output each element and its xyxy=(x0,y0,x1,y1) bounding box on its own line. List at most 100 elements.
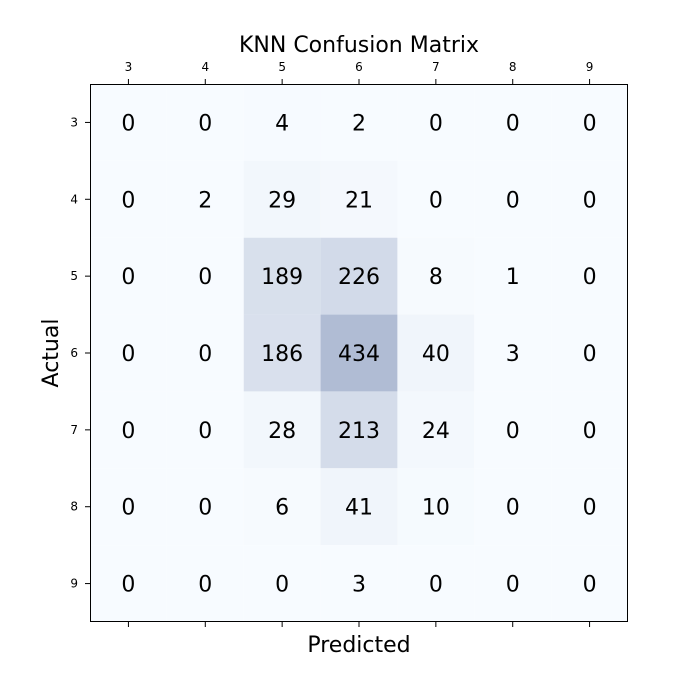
cell-value-r3-c2: 186 xyxy=(261,342,303,367)
heatmap-cell-r5-c4 xyxy=(397,468,475,546)
cell-value-r4-c6: 0 xyxy=(583,419,597,444)
cell-value-r6-c1: 0 xyxy=(198,573,212,598)
cell-value-r5-c1: 0 xyxy=(198,496,212,521)
x-tick-label-4: 4 xyxy=(201,60,209,74)
heatmap-cell-r2-c6 xyxy=(551,237,628,315)
heatmap-cell-r6-c4 xyxy=(397,545,475,622)
cell-value-r2-c1: 0 xyxy=(198,265,212,290)
cell-value-r1-c0: 0 xyxy=(121,188,135,213)
cell-value-labels: 0 0 4 2 0 0 00 2 29 21 0 0 00 0 189 226 8 1 00 0 186 434 40 3 00… xyxy=(121,111,596,597)
cell-value-r6-c0: 0 xyxy=(121,573,135,598)
cell-value-r3-c6: 0 xyxy=(583,342,597,367)
cell-value-r1-c4: 0 xyxy=(429,188,443,213)
heatmap-cell-r0-c1 xyxy=(166,84,244,161)
y-tick-label-5: 5 xyxy=(70,269,78,283)
heatmap-cell-r4-c2 xyxy=(243,391,321,469)
cell-value-r5-c4: 10 xyxy=(422,496,450,521)
cell-value-r4-c4: 24 xyxy=(422,419,450,444)
x-tick-label-8: 8 xyxy=(509,60,517,74)
heatmap-cell-r1-c5 xyxy=(474,160,552,238)
heatmap-cell-r5-c0 xyxy=(90,468,167,546)
heatmap-cell-r3-c6 xyxy=(551,314,628,392)
heatmap-cell-r5-c1 xyxy=(166,468,244,546)
cell-value-r5-c3: 41 xyxy=(345,496,373,521)
cell-value-r6-c2: 0 xyxy=(275,573,289,598)
cell-value-r2-c6: 0 xyxy=(583,265,597,290)
heatmap-cell-r2-c4 xyxy=(397,237,475,315)
heatmap-cell-r6-c0 xyxy=(90,545,167,622)
heatmap-cell-r3-c5 xyxy=(474,314,552,392)
cell-value-r1-c2: 29 xyxy=(268,188,296,213)
cell-value-r6-c5: 0 xyxy=(506,573,520,598)
heatmap-cell-r6-c1 xyxy=(166,545,244,622)
heatmap-cell-r0-c6 xyxy=(551,84,628,161)
heatmap-cell-r3-c1 xyxy=(166,314,244,392)
x-tick-label-6: 6 xyxy=(355,60,363,74)
heatmap-cell-r0-c0 xyxy=(90,84,167,161)
heatmap-cells xyxy=(90,84,628,622)
cell-value-r0-c4: 0 xyxy=(429,111,443,136)
heatmap-cell-r1-c4 xyxy=(397,160,475,238)
heatmap-cell-r0-c5 xyxy=(474,84,552,161)
heatmap-cell-r3-c0 xyxy=(90,314,167,392)
cell-value-r5-c0: 0 xyxy=(121,496,135,521)
chart-title: KNN Confusion Matrix xyxy=(239,33,479,58)
cell-value-r2-c5: 1 xyxy=(506,265,520,290)
cell-value-r5-c6: 0 xyxy=(583,496,597,521)
heatmap-cell-r0-c3 xyxy=(320,84,398,161)
heatmap-cell-r4-c4 xyxy=(397,391,475,469)
cell-value-r0-c2: 4 xyxy=(275,111,289,136)
cell-value-r6-c3: 3 xyxy=(352,573,366,598)
heatmap-cell-r1-c2 xyxy=(243,160,321,238)
cell-value-r2-c2: 189 xyxy=(261,265,303,290)
y-tick-label-9: 9 xyxy=(70,577,78,591)
cell-value-r4-c0: 0 xyxy=(121,419,135,444)
cell-value-r1-c3: 21 xyxy=(345,188,373,213)
heatmap-cell-r2-c1 xyxy=(166,237,244,315)
y-tick-label-8: 8 xyxy=(70,500,78,514)
heatmap-cell-r2-c0 xyxy=(90,237,167,315)
heatmap-cell-r0-c4 xyxy=(397,84,475,161)
heatmap-cell-r4-c6 xyxy=(551,391,628,469)
heatmap-cell-r4-c1 xyxy=(166,391,244,469)
heatmap-cell-r5-c3 xyxy=(320,468,398,546)
cell-value-r0-c0: 0 xyxy=(121,111,135,136)
heatmap-cell-r3-c2 xyxy=(243,314,321,392)
cell-value-r3-c1: 0 xyxy=(198,342,212,367)
cell-value-r0-c5: 0 xyxy=(506,111,520,136)
heatmap-cell-r4-c3 xyxy=(320,391,398,469)
heatmap-cell-r2-c2 xyxy=(243,237,321,315)
x-tick-label-9: 9 xyxy=(586,60,594,74)
cell-value-r4-c2: 28 xyxy=(268,419,296,444)
heatmap-cell-r1-c0 xyxy=(90,160,167,238)
cell-value-r4-c5: 0 xyxy=(506,419,520,444)
cell-value-r2-c0: 0 xyxy=(121,265,135,290)
cell-value-r1-c1: 2 xyxy=(198,188,212,213)
heatmap-cell-r5-c5 xyxy=(474,468,552,546)
y-tick-label-4: 4 xyxy=(70,192,78,206)
cell-value-r0-c6: 0 xyxy=(583,111,597,136)
heatmap-cell-r6-c2 xyxy=(243,545,321,622)
y-axis-label: Actual xyxy=(39,319,64,388)
heatmap-cell-r1-c1 xyxy=(166,160,244,238)
heatmap-cell-r4-c5 xyxy=(474,391,552,469)
y-tick-label-6: 6 xyxy=(70,346,78,360)
cell-value-r3-c3: 434 xyxy=(338,342,380,367)
heatmap-cell-r3-c4 xyxy=(397,314,475,392)
heatmap-cell-r0-c2 xyxy=(243,84,321,161)
heatmap-cell-r5-c2 xyxy=(243,468,321,546)
cell-value-r6-c4: 0 xyxy=(429,573,443,598)
cell-value-r1-c5: 0 xyxy=(506,188,520,213)
heatmap-cell-r3-c3 xyxy=(320,314,398,392)
heatmap-cell-r1-c3 xyxy=(320,160,398,238)
heatmap-cell-r1-c6 xyxy=(551,160,628,238)
cell-value-r3-c4: 40 xyxy=(422,342,450,367)
cell-value-r0-c3: 2 xyxy=(352,111,366,136)
cell-value-r0-c1: 0 xyxy=(198,111,212,136)
heatmap-cell-r6-c5 xyxy=(474,545,552,622)
axis-ticks: 3 4 5 6 7 8 9 3 4 5 6 7 8 9 xyxy=(70,60,593,627)
cell-value-r3-c0: 0 xyxy=(121,342,135,367)
y-tick-label-3: 3 xyxy=(70,115,78,129)
y-tick-label-7: 7 xyxy=(70,423,78,437)
